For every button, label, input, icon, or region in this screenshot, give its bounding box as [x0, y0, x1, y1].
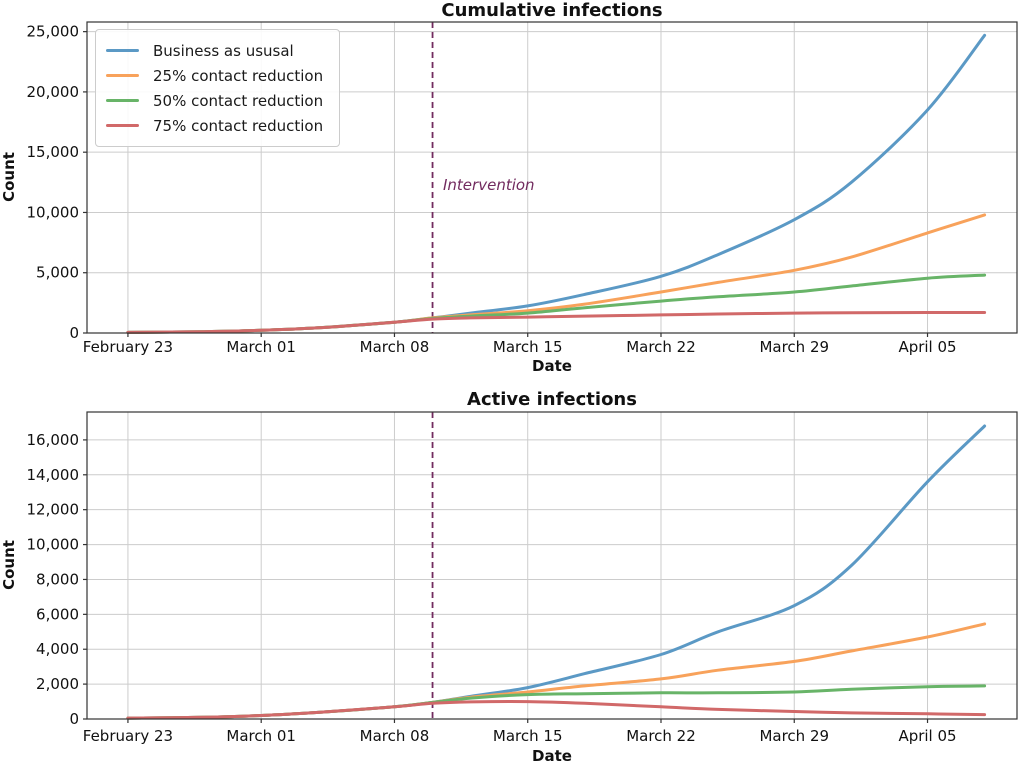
intervention-annotation: Intervention — [443, 176, 535, 194]
x-axis-label-cumulative: Date — [532, 357, 572, 375]
y-tick-label: 8,000 — [36, 570, 79, 588]
y-tick-label: 16,000 — [27, 431, 80, 449]
x-tick-label: February 23 — [83, 727, 173, 745]
y-tick-label: 0 — [69, 710, 79, 728]
y-tick-label: 25,000 — [27, 23, 80, 41]
y-tick-label: 0 — [69, 324, 79, 342]
chart-title-active: Active infections — [467, 389, 637, 410]
chart-title-cumulative: Cumulative infections — [441, 0, 663, 21]
y-tick-label: 10,000 — [27, 203, 80, 221]
y-tick-label: 4,000 — [36, 640, 79, 658]
series-line-25-contact-reduction — [126, 213, 987, 334]
y-tick-label: 20,000 — [27, 83, 80, 101]
series-line-25-contact-reduction — [126, 622, 987, 720]
y-tick-label: 6,000 — [36, 605, 79, 623]
legend-line-swatch-blue — [106, 48, 139, 53]
legend-item-label: 25% contact reduction — [153, 66, 324, 85]
x-tick-label: March 22 — [626, 727, 696, 745]
legend-line-swatch-green — [106, 98, 139, 103]
y-tick-label: 5,000 — [36, 264, 79, 282]
legend-line-swatch-red — [106, 123, 139, 128]
x-tick-label: March 15 — [493, 727, 563, 745]
y-axis-label-cumulative: Count — [0, 152, 18, 202]
legend: Business as ususal 25% contact reduction… — [95, 29, 341, 147]
x-tick-label: March 29 — [759, 727, 829, 745]
legend-item-label: Business as ususal — [153, 41, 294, 60]
plot-border — [86, 411, 1018, 720]
series-line-business-as-ususal — [126, 424, 987, 720]
x-tick-label: March 29 — [759, 338, 829, 356]
y-tick-label: 10,000 — [27, 536, 80, 554]
x-tick-label: March 01 — [226, 338, 296, 356]
plot-border — [86, 21, 1018, 334]
y-tick-label: 2,000 — [36, 675, 79, 693]
series-line-75-contact-reduction — [126, 699, 987, 720]
x-tick-label: February 23 — [83, 338, 173, 356]
x-axis-label-active: Date — [532, 747, 572, 765]
x-tick-label: March 15 — [493, 338, 563, 356]
legend-item: 25% contact reduction — [106, 63, 323, 88]
y-tick-label: 14,000 — [27, 466, 80, 484]
y-axis-label-active: Count — [0, 540, 18, 590]
legend-item-label: 75% contact reduction — [153, 116, 324, 135]
y-tick-label: 15,000 — [27, 143, 80, 161]
x-tick-label: March 01 — [226, 727, 296, 745]
x-tick-label: March 08 — [360, 727, 430, 745]
y-tick-label: 12,000 — [27, 501, 80, 519]
x-tick-label: March 22 — [626, 338, 696, 356]
legend-item: 50% contact reduction — [106, 88, 323, 113]
legend-item: 75% contact reduction — [106, 113, 323, 138]
active-infections-chart: February 23 March 01 March 08 March 15 March… — [27, 411, 1018, 745]
x-tick-label: March 08 — [360, 338, 430, 356]
legend-item: Business as ususal — [106, 38, 323, 63]
legend-line-swatch-orange — [106, 73, 139, 78]
series-line-50-contact-reduction — [126, 273, 987, 334]
x-tick-label: April 05 — [898, 727, 956, 745]
series-line-75-contact-reduction — [126, 311, 987, 334]
x-tick-label: April 05 — [898, 338, 956, 356]
legend-item-label: 50% contact reduction — [153, 91, 324, 110]
